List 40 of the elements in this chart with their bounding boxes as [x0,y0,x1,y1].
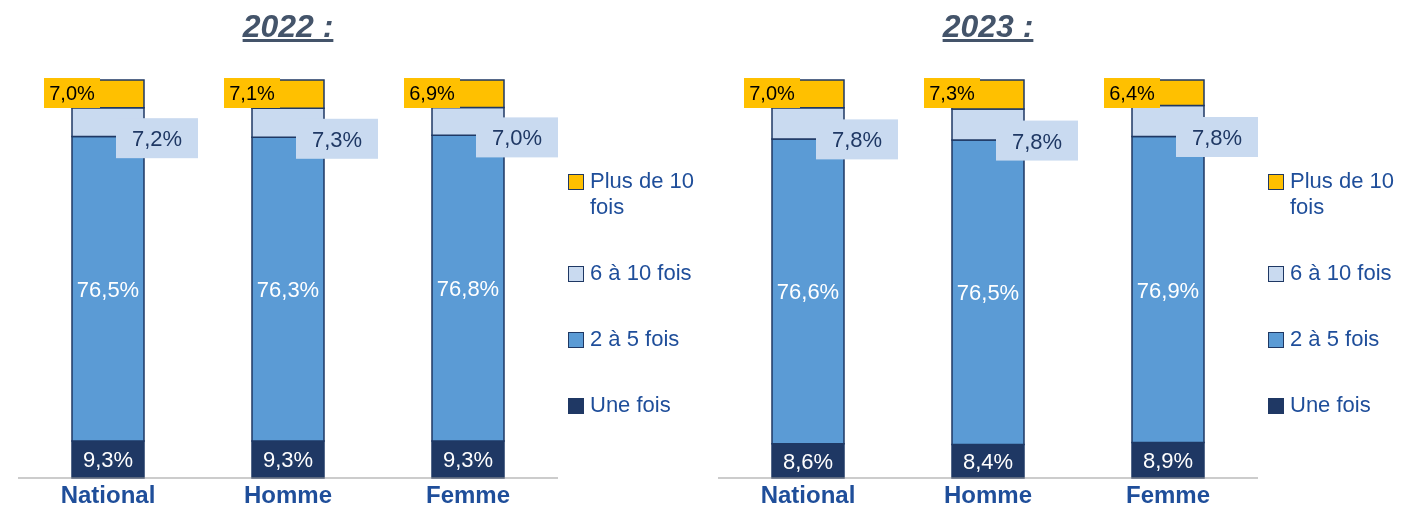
legend-label: Plus de 10 fois [1290,168,1395,220]
data-label: 76,5% [956,280,1020,306]
data-label: 7,3% [929,82,976,104]
chart-title: 2023 : [941,8,1035,46]
data-label: 76,9% [1136,277,1200,303]
legend-label: 6 à 10 fois [1290,260,1392,286]
data-label: 8,4% [962,449,1014,475]
data-label: 7,0% [491,125,543,151]
data-label: 7,2% [131,126,183,152]
data-label: 8,9% [1142,448,1194,474]
data-label: 7,8% [1191,124,1243,150]
data-label: 76,3% [256,277,320,303]
data-label: 76,5% [76,276,140,302]
data-label: 7,0% [49,82,96,104]
legend-label: Une fois [1290,392,1371,418]
x-tick-label: National [60,481,156,509]
x-tick-label: National [760,481,856,509]
data-label: 9,3% [442,447,494,473]
legend-label: Une fois [590,392,671,418]
data-label: 76,6% [776,279,840,305]
x-tick-label: Homme [943,481,1033,509]
data-label: 7,8% [1011,128,1063,154]
data-label: 7,1% [229,82,276,104]
legend-label: 2 à 5 fois [1290,326,1380,352]
data-label: 8,6% [782,448,834,474]
x-tick-label: Femme [1125,481,1211,509]
data-label: 7,3% [311,126,363,152]
x-tick-label: Femme [425,481,511,509]
x-tick-label: Homme [243,481,333,509]
data-label: 7,0% [749,82,796,104]
legend-label: 6 à 10 fois [590,260,692,286]
legend-label: Plus de 10 fois [590,168,695,220]
legend-label: 2 à 5 fois [590,326,680,352]
data-label: 7,8% [831,127,883,153]
data-label: 9,3% [262,447,314,473]
chart-title: 2022 : [241,8,335,46]
data-label: 76,8% [436,276,500,302]
data-label: 9,3% [82,447,134,473]
data-label: 6,9% [409,82,456,104]
data-label: 6,4% [1109,82,1156,104]
